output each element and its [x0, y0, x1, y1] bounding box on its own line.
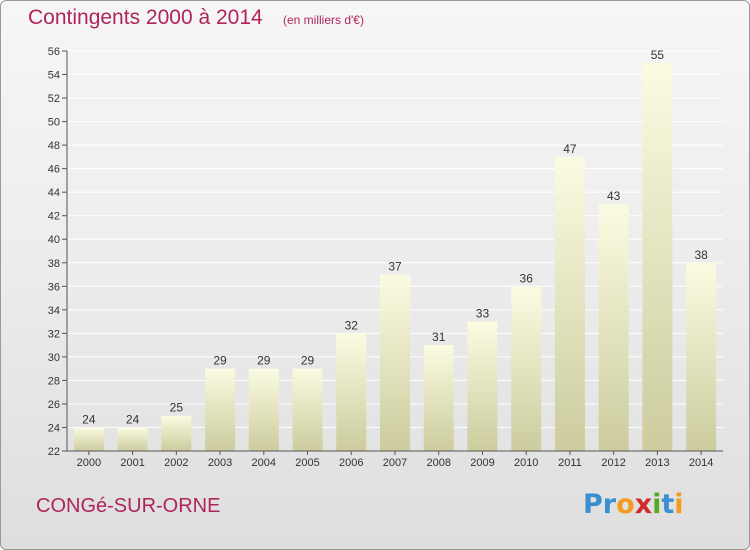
commune-name: CONGé-SUR-ORNE: [36, 495, 221, 517]
data-label-2013: 55: [651, 48, 665, 62]
logo-letter: x: [634, 489, 653, 520]
bar-2013: [642, 62, 673, 451]
logo-letter: r: [602, 489, 617, 520]
proxiti-logo: Proxiti: [583, 489, 684, 520]
y-tick-label: 30: [48, 352, 60, 364]
y-tick-label: 46: [48, 164, 60, 176]
data-label-2012: 43: [607, 189, 621, 203]
x-tick-label: 2007: [383, 457, 407, 469]
logo-letter: i: [652, 489, 662, 520]
data-label-2009: 33: [476, 307, 490, 321]
bar-2006: [336, 333, 367, 451]
x-tick-label: 2000: [77, 457, 101, 469]
data-label-2014: 38: [694, 248, 708, 262]
bar-2010: [511, 286, 542, 451]
y-tick-label: 56: [48, 46, 60, 58]
logo-letter: t: [661, 489, 675, 520]
data-label-2004: 29: [257, 354, 271, 368]
bar-2008: [423, 345, 454, 451]
y-tick-label: 40: [48, 234, 60, 246]
data-label-2007: 37: [388, 260, 402, 274]
chart-subtitle: (en milliers d'€): [283, 13, 364, 27]
y-tick-label: 50: [48, 117, 60, 129]
logo-letter: i: [674, 489, 684, 520]
y-tick-label: 22: [48, 446, 60, 458]
y-tick-label: 54: [48, 70, 60, 82]
y-tick-label: 26: [48, 399, 60, 411]
bar-2005: [292, 368, 323, 451]
y-tick-label: 38: [48, 258, 60, 270]
x-tick-label: 2006: [339, 457, 363, 469]
bar-2002: [161, 415, 192, 451]
bar-2014: [686, 262, 717, 451]
y-tick-label: 34: [48, 305, 60, 317]
data-label-2010: 36: [520, 271, 534, 285]
bar-2004: [248, 368, 279, 451]
data-label-2001: 24: [126, 412, 140, 426]
x-tick-label: 2011: [558, 457, 582, 469]
y-tick-label: 24: [48, 422, 60, 434]
bar-2007: [380, 274, 410, 451]
x-tick-label: 2009: [470, 457, 494, 469]
bar-2001: [117, 427, 148, 451]
data-label-2003: 29: [213, 354, 227, 368]
y-tick-label: 44: [48, 187, 60, 199]
data-label-2005: 29: [301, 354, 315, 368]
data-label-2006: 32: [345, 318, 359, 332]
chart-title: Contingents 2000 à 2014: [28, 6, 263, 29]
data-label-2011: 47: [563, 142, 577, 156]
x-tick-label: 2014: [689, 457, 713, 469]
x-tick-label: 2004: [252, 457, 276, 469]
x-tick-label: 2010: [514, 457, 538, 469]
y-tick-label: 52: [48, 93, 60, 105]
data-label-2002: 25: [170, 401, 184, 415]
y-tick-label: 42: [48, 211, 60, 223]
x-tick-label: 2012: [601, 457, 625, 469]
x-tick-label: 2013: [645, 457, 669, 469]
y-tick-label: 48: [48, 140, 60, 152]
x-tick-label: 2005: [295, 457, 319, 469]
x-tick-label: 2002: [164, 457, 188, 469]
x-tick-label: 2001: [120, 457, 144, 469]
y-tick-label: 32: [48, 328, 60, 340]
logo-letter: P: [583, 489, 603, 520]
data-label-2000: 24: [82, 412, 96, 426]
x-tick-label: 2008: [426, 457, 450, 469]
y-tick-label: 28: [48, 375, 60, 387]
bar-2009: [467, 321, 498, 451]
y-tick-label: 36: [48, 281, 60, 293]
x-tick-label: 2003: [208, 457, 232, 469]
bar-2012: [598, 203, 629, 451]
data-labels: 24 24 25 29 29 29 32 37 31 33 36 47 43 55 38: [82, 48, 708, 427]
bars: [73, 62, 717, 451]
logo-letter: o: [616, 489, 635, 520]
bar-2011: [554, 156, 585, 451]
bar-2003: [205, 368, 236, 451]
bar-2000: [73, 427, 104, 451]
data-label-2008: 31: [432, 330, 446, 344]
axes: 22 24 26 28 30 32 34 36 38 40 42 44 46 48 50 52 54 56 2000…: [48, 46, 723, 469]
